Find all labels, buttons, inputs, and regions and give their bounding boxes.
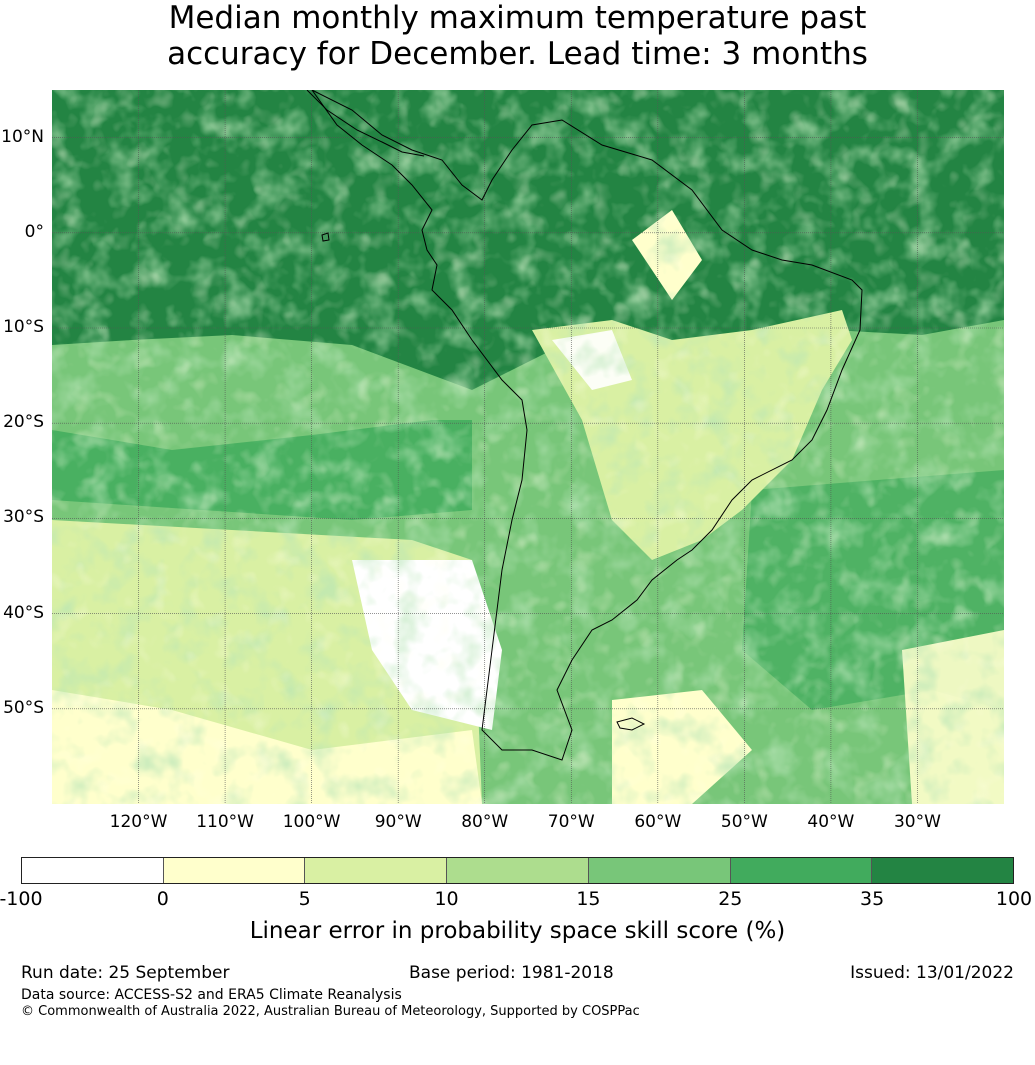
lon-tick-label: 60°W bbox=[634, 812, 682, 832]
lon-tick-label: 80°W bbox=[461, 812, 509, 832]
colorbar-segment bbox=[305, 858, 448, 883]
colorbar-segment bbox=[872, 858, 1014, 883]
colorbar-tick-label: 10 bbox=[434, 888, 459, 910]
lon-tick-label: 100°W bbox=[282, 812, 341, 832]
galapagos-island bbox=[321, 232, 330, 242]
colorbar-tick-label: 0 bbox=[156, 888, 169, 910]
colorbar-tick-label: 25 bbox=[718, 888, 743, 910]
lat-tick-label: 50°S bbox=[3, 697, 44, 718]
coastline-south-america bbox=[311, 90, 863, 761]
texture-light bbox=[52, 90, 1004, 804]
lon-tick-label: 30°W bbox=[893, 812, 941, 832]
colorbar bbox=[21, 857, 1014, 884]
colorbar-tick-label: 15 bbox=[576, 888, 601, 910]
falkland-islands bbox=[616, 717, 646, 731]
graticule bbox=[52, 90, 1004, 804]
lon-tick-label: 50°W bbox=[720, 812, 768, 832]
base-period: Base period: 1981-2018 bbox=[409, 963, 614, 983]
lon-tick-label: 110°W bbox=[196, 812, 254, 832]
lon-tick-label: 70°W bbox=[547, 812, 595, 832]
coastline-central-america bbox=[306, 90, 425, 157]
lon-tick-label: 90°W bbox=[374, 812, 422, 832]
lat-tick-label: 0° bbox=[24, 221, 44, 242]
title-line-1: Median monthly maximum temperature past bbox=[168, 0, 867, 36]
map-title: Median monthly maximum temperature past … bbox=[0, 0, 1035, 72]
data-source: Data source: ACCESS-S2 and ERA5 Climate … bbox=[21, 987, 402, 1003]
colorbar-label: Linear error in probability space skill … bbox=[249, 918, 786, 944]
skill-map bbox=[52, 90, 1004, 804]
colorbar-tick-label: -100 bbox=[0, 888, 43, 910]
lat-tick-label: 20°S bbox=[3, 412, 44, 433]
lon-tick-label: 40°W bbox=[807, 812, 855, 832]
lat-tick-label: 30°S bbox=[3, 507, 44, 528]
colorbar-segment bbox=[588, 858, 731, 883]
lon-tick-label: 120°W bbox=[109, 812, 168, 832]
colorbar-segment bbox=[22, 858, 164, 883]
run-date: Run date: 25 September bbox=[21, 963, 230, 983]
colorbar-tick-label: 35 bbox=[860, 888, 885, 910]
colorbar-segment bbox=[730, 858, 873, 883]
copyright: © Commonwealth of Australia 2022, Austra… bbox=[21, 1004, 640, 1019]
colorbar-segment bbox=[163, 858, 306, 883]
lat-tick-label: 10°N bbox=[1, 126, 44, 147]
skill-map-canvas bbox=[52, 90, 1004, 804]
colorbar-tick-label: 100 bbox=[995, 888, 1033, 910]
lat-tick-label: 40°S bbox=[3, 602, 44, 623]
colorbar-segment bbox=[447, 858, 589, 883]
title-line-2: accuracy for December. Lead time: 3 mont… bbox=[167, 36, 868, 72]
issued-date: Issued: 13/01/2022 bbox=[850, 963, 1014, 983]
lat-tick-label: 10°S bbox=[3, 317, 44, 337]
colorbar-tick-label: 5 bbox=[298, 888, 311, 910]
